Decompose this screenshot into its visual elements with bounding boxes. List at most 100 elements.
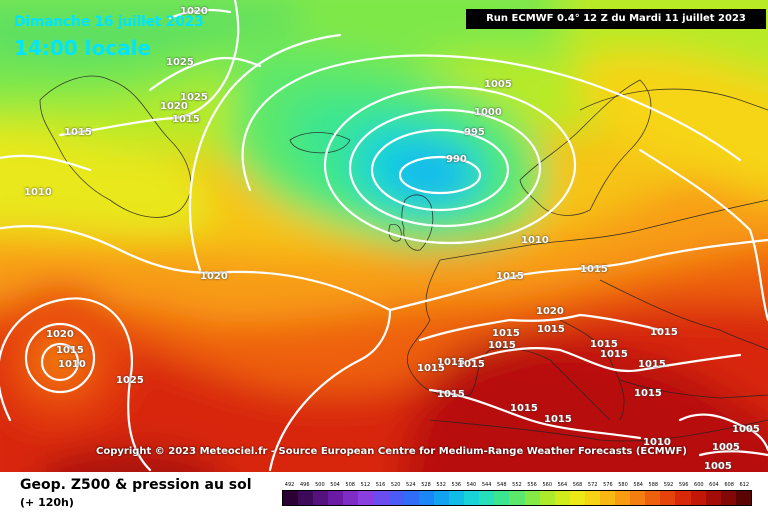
scale-swatch	[675, 491, 691, 505]
isobar-label: 1020	[160, 101, 188, 112]
scale-swatch	[479, 491, 495, 505]
scale-value: 500	[315, 482, 325, 488]
model-run-banner: Run ECMWF 0.4° 12 Z du Mardi 11 juillet …	[466, 9, 766, 29]
isobar-label: 1025	[180, 92, 208, 103]
isobar-label: 1015	[457, 359, 485, 370]
isobar-label: 1010	[643, 437, 671, 448]
isobar-label: 1015	[437, 389, 465, 400]
isobar-label: 1015	[488, 340, 516, 351]
scale-value: 608	[724, 482, 734, 488]
scale-value: 540	[466, 482, 477, 488]
scale-value: 596	[678, 482, 689, 488]
scale-value: 580	[618, 482, 628, 488]
product-title: Geop. Z500 & pression au sol	[20, 477, 252, 493]
scale-value: 592	[663, 482, 674, 488]
isobar-label: 1015	[600, 349, 628, 360]
isobar-label: 1015	[537, 324, 565, 335]
scale-value: 536	[451, 482, 462, 488]
scale-value: 600	[694, 482, 704, 488]
scale-swatch	[433, 491, 450, 505]
isobar-label: 1020	[200, 271, 228, 282]
scale-swatch	[298, 491, 314, 505]
scale-swatch	[464, 491, 480, 505]
scale-swatch	[328, 491, 344, 505]
scale-swatch	[539, 491, 555, 505]
scale-value: 528	[421, 482, 431, 488]
isobar-label: 1015	[64, 127, 92, 138]
isobar-label: 1010	[521, 235, 549, 246]
scale-swatch	[343, 491, 359, 505]
isobar-label: 1015	[580, 264, 608, 275]
scale-swatch	[690, 491, 706, 505]
scale-value: 532	[436, 482, 446, 488]
scale-swatch	[569, 491, 585, 505]
scale-swatch	[660, 491, 676, 505]
isobars	[0, 0, 768, 470]
isobar-label: 1020	[46, 329, 74, 340]
isobar-label: 1025	[116, 375, 144, 386]
scale-swatch	[599, 491, 616, 505]
isobar-label: 1020	[536, 306, 564, 317]
copyright-notice: Copyright © 2023 Meteociel.fr - Source E…	[96, 446, 687, 457]
scale-value: 492	[284, 482, 295, 488]
isobar-label: 1015	[492, 328, 520, 339]
forecast-time: 14:00 locale	[14, 36, 151, 60]
scale-swatch	[720, 491, 736, 505]
forecast-date: Dimanche 16 juillet 2023	[14, 14, 204, 30]
isobar-label: 1010	[58, 359, 86, 370]
isobar-label: 1000	[474, 107, 502, 118]
scale-swatch	[313, 491, 329, 505]
scale-swatch	[373, 491, 389, 505]
isobar-label: 1005	[704, 461, 732, 472]
scale-swatch	[509, 491, 525, 505]
scale-value: 604	[709, 482, 719, 488]
scale-swatch	[615, 491, 631, 505]
color-scale-labels: 492 496 500 504 508 512 516 520 524 528 532 536 540 5…	[282, 481, 752, 489]
isobar-label: 1025	[166, 57, 194, 68]
scale-value: 516	[375, 482, 386, 488]
scale-value: 524	[406, 482, 416, 488]
scale-swatch	[554, 491, 570, 505]
scale-value: 588	[648, 482, 659, 488]
isobar-label: 1015	[544, 414, 572, 425]
scale-value: 496	[299, 482, 310, 488]
geopotential-field	[0, 0, 768, 472]
scale-swatch	[645, 491, 661, 505]
scale-value: 576	[603, 482, 613, 488]
isobar-label: 1015	[590, 339, 618, 350]
isobar-label: 990	[446, 154, 467, 165]
scale-swatch	[630, 491, 646, 505]
scale-value: 544	[481, 482, 492, 488]
scale-value: 552	[512, 482, 522, 488]
isobar-label: 1015	[437, 357, 465, 368]
scale-value: 560	[542, 482, 552, 488]
isobar-label: 1005	[712, 442, 740, 453]
isobar-label: 1015	[56, 345, 84, 356]
isobar-label: 995	[464, 127, 485, 138]
isobar-label: 1015	[510, 403, 538, 414]
color-scale-bar	[282, 490, 752, 506]
scale-value: 568	[572, 482, 583, 488]
scale-swatch	[283, 491, 299, 505]
isobar-label: 1005	[732, 424, 760, 435]
scale-swatch	[388, 491, 404, 505]
scale-value: 512	[360, 482, 371, 488]
scale-value: 612	[739, 482, 750, 488]
scale-value: 556	[527, 482, 537, 488]
isobar-label: 1015	[172, 114, 200, 125]
scale-swatch	[449, 491, 465, 505]
isobar-label: 1015	[496, 271, 524, 282]
isobar-label: 1015	[638, 359, 666, 370]
isobar-label: 1015	[634, 388, 662, 399]
scale-value: 520	[390, 482, 401, 488]
isobar-label: 1010	[24, 187, 52, 198]
isobar-label: 1015	[650, 327, 678, 338]
scale-value: 508	[345, 482, 355, 488]
scale-value: 504	[330, 482, 340, 488]
isobar-label: 1015	[417, 363, 445, 374]
scale-swatch	[418, 491, 434, 505]
isobar-label: 1005	[484, 79, 512, 90]
scale-swatch	[584, 491, 600, 505]
scale-swatch	[358, 491, 374, 505]
